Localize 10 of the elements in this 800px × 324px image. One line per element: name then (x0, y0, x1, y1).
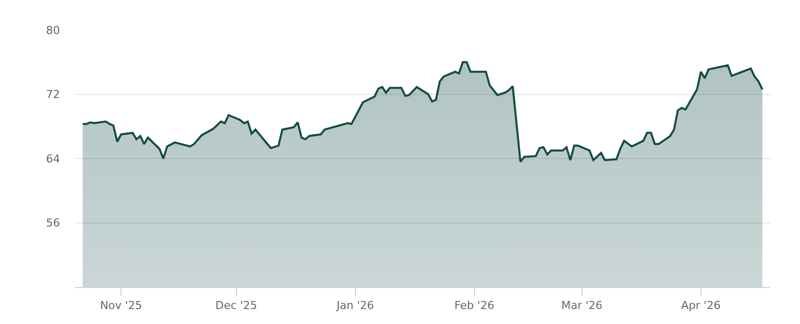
y-tick-label: 80 (46, 24, 60, 37)
x-tick-label: Jan '26 (336, 299, 374, 312)
x-tick-label: Apr '26 (681, 299, 721, 312)
x-tick-label: Nov '25 (100, 299, 142, 312)
y-tick-label: 64 (46, 152, 60, 166)
x-tick-label: Mar '26 (561, 299, 602, 312)
y-tick-label: 56 (46, 216, 60, 230)
x-tick-label: Feb '26 (454, 299, 494, 312)
x-tick-label: Dec '25 (215, 299, 258, 312)
y-tick-label: 72 (46, 88, 60, 102)
